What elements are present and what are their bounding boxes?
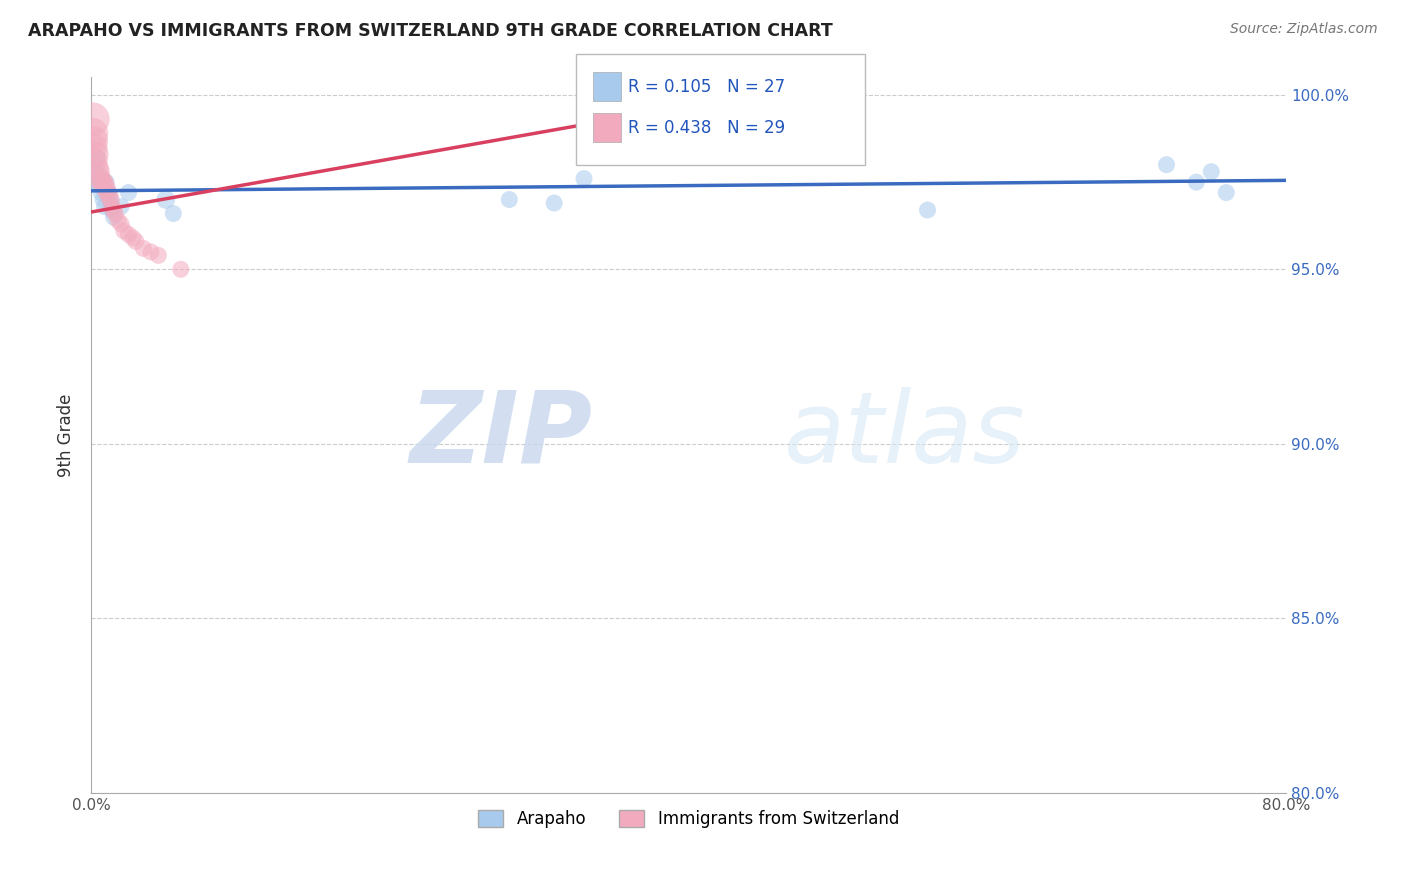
Point	[132, 241, 155, 255]
Point	[90, 186, 112, 200]
Point	[110, 200, 132, 214]
Point	[94, 175, 117, 189]
Point	[117, 227, 139, 242]
Text: ZIP: ZIP	[411, 386, 593, 483]
Text: Source: ZipAtlas.com: Source: ZipAtlas.com	[1230, 22, 1378, 37]
Point	[97, 186, 120, 200]
Point	[110, 217, 132, 231]
Point	[94, 182, 117, 196]
Point	[98, 189, 121, 203]
Point	[1215, 186, 1237, 200]
Point	[148, 248, 170, 262]
Point	[155, 193, 177, 207]
Point	[1185, 175, 1208, 189]
Point	[103, 210, 125, 224]
Text: ARAPAHO VS IMMIGRANTS FROM SWITZERLAND 9TH GRADE CORRELATION CHART: ARAPAHO VS IMMIGRANTS FROM SWITZERLAND 9…	[28, 22, 832, 40]
Point	[84, 147, 107, 161]
Point	[83, 164, 105, 178]
Point	[91, 193, 114, 207]
Text: R = 0.105   N = 27: R = 0.105 N = 27	[628, 78, 786, 95]
Point	[100, 193, 122, 207]
Point	[572, 171, 595, 186]
Point	[104, 206, 127, 220]
Point	[498, 193, 520, 207]
Point	[93, 200, 115, 214]
Point	[83, 133, 105, 147]
Point	[89, 178, 111, 193]
Point	[90, 175, 112, 189]
Point	[1201, 164, 1223, 178]
Point	[1156, 158, 1178, 172]
Point	[93, 178, 115, 193]
Point	[97, 186, 120, 200]
Point	[101, 202, 124, 217]
Y-axis label: 9th Grade: 9th Grade	[58, 393, 75, 476]
Point	[83, 140, 105, 154]
Point	[87, 171, 110, 186]
Point	[89, 171, 111, 186]
Point	[82, 126, 104, 140]
Point	[86, 161, 108, 176]
Point	[101, 200, 124, 214]
Point	[122, 231, 145, 245]
Point	[162, 206, 184, 220]
Point	[87, 164, 110, 178]
Point	[107, 213, 129, 227]
Point	[139, 244, 162, 259]
Legend: Arapaho, Immigrants from Switzerland: Arapaho, Immigrants from Switzerland	[471, 803, 905, 834]
Point	[91, 175, 114, 189]
Point	[84, 151, 107, 165]
Point	[125, 235, 148, 249]
Point	[84, 154, 107, 169]
Point	[170, 262, 193, 277]
Point	[543, 196, 565, 211]
Point	[86, 175, 108, 189]
Text: R = 0.438   N = 29: R = 0.438 N = 29	[628, 119, 786, 136]
Point	[82, 158, 104, 172]
Point	[82, 112, 104, 127]
Point	[117, 186, 139, 200]
Point	[103, 202, 125, 217]
Point	[917, 202, 939, 217]
Point	[98, 189, 121, 203]
Text: atlas: atlas	[785, 386, 1026, 483]
Point	[100, 196, 122, 211]
Point	[112, 224, 135, 238]
